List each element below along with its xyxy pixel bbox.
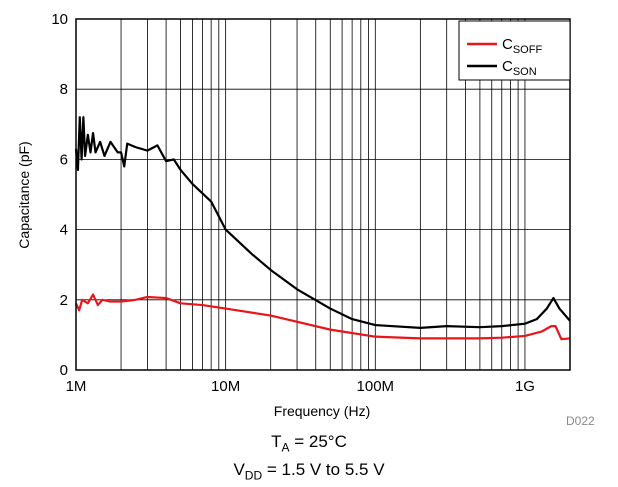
legend-label-cson-sub: SON	[513, 66, 537, 78]
legend-label-csoff-main: C	[502, 36, 513, 53]
y-tick-label: 0	[60, 362, 68, 379]
y-axis-label: Capacitance (pF)	[16, 141, 32, 248]
legend-label-cson-main: C	[502, 58, 513, 75]
y-tick-label: 10	[51, 11, 68, 28]
x-tick-label: 1G	[515, 378, 535, 395]
legend-box	[458, 20, 571, 81]
legend: CSOFF CSON	[458, 20, 571, 81]
series-line-c-soff	[74, 293, 571, 341]
y-tick-label: 6	[60, 151, 68, 168]
vdd-sub: DD	[244, 468, 263, 483]
legend-label-csoff-sub: SOFF	[513, 44, 543, 56]
y-tick-label: 2	[60, 292, 68, 309]
x-tick-label: 1M	[66, 378, 87, 395]
legend-label-cson: CSON	[502, 58, 537, 78]
y-tick-label: 4	[60, 222, 68, 239]
plot-frame	[75, 18, 571, 371]
series-line-c-son	[74, 116, 571, 329]
series-lines	[74, 116, 571, 341]
grid-lines	[76, 19, 570, 370]
y-tick-label: 8	[60, 81, 68, 98]
figure-code: D022	[566, 414, 595, 428]
temperature-condition: TA = 25°C	[0, 432, 618, 454]
x-axis-label: Frequency (Hz)	[274, 403, 370, 419]
x-tick-label: 100M	[357, 378, 395, 395]
vdd-value: = 1.5 V to 5.5 V	[262, 460, 385, 479]
supply-voltage-condition: VDD = 1.5 V to 5.5 V	[0, 460, 618, 482]
ta-sub: A	[281, 440, 290, 455]
tick-labels: 1M 10M 100M 1G 0 2 4 6 8 10	[51, 11, 535, 395]
x-tick-label: 10M	[211, 378, 240, 395]
ta-value: = 25°C	[289, 432, 347, 451]
legend-label-csoff: CSOFF	[502, 36, 542, 56]
vdd-main: V	[233, 460, 245, 479]
ta-main: T	[271, 432, 282, 451]
